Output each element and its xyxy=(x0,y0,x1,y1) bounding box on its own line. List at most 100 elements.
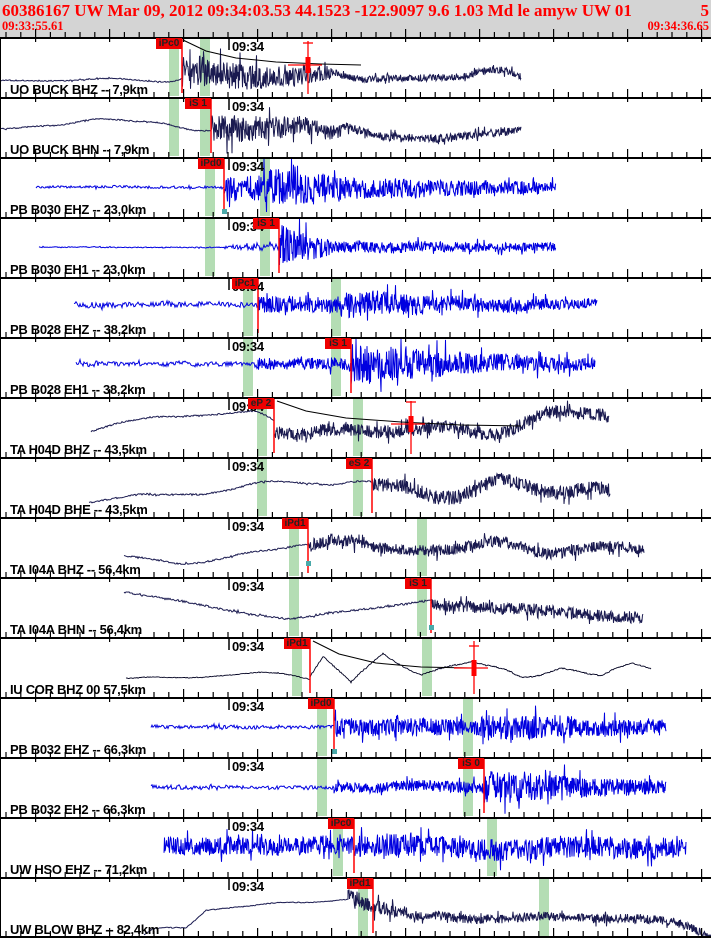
station-channel-label: TA H04D BHE -- 43,5km xyxy=(10,502,148,517)
trace-area[interactable]: 09:34 iPc0 UO BUCK BHZ -- 7,9km 09:34 iS 1 UO… xyxy=(0,29,711,938)
s-arrival-band xyxy=(539,879,549,936)
coda-decay-curve xyxy=(312,640,472,669)
trace-row-13[interactable]: 09:34 iS 0 PB B032 EH2 -- 66,3km xyxy=(1,749,711,817)
phase-pick-flag[interactable]: iPd0 xyxy=(308,698,334,709)
p-arrival-band xyxy=(169,99,179,156)
s-arrival-band xyxy=(417,579,427,636)
p-arrival-band xyxy=(257,459,267,516)
s-arrival-band xyxy=(200,99,210,156)
coda-decay-curve xyxy=(182,39,362,66)
trace-row-2[interactable]: 09:34 iS 1 UO BUCK BHN -- 7,9km xyxy=(0,89,711,157)
minute-label: 09:34 xyxy=(232,699,264,714)
trace-row-5[interactable]: 09:34iPc1PB B028 EHZ -- 38,2km xyxy=(1,269,711,337)
event-title-line: 60386167 UW Mar 09, 2012 09:34:03.53 44.… xyxy=(2,1,709,21)
minute-label: 09:34 xyxy=(232,579,264,594)
seismogram-trace xyxy=(88,472,611,505)
station-channel-label: PB B032 EH2 -- 66,3km xyxy=(10,802,146,817)
bottom-ruler xyxy=(1,928,711,938)
phase-pick-flag[interactable]: iPc0 xyxy=(156,38,182,49)
seismogram-trace xyxy=(38,218,557,266)
phase-pick-flag[interactable]: iS 1 xyxy=(325,338,351,349)
waveform-plot[interactable] xyxy=(1,569,711,637)
phase-pick-flag[interactable]: iS 1 xyxy=(185,98,211,109)
trace-row-8[interactable]: 09:34 eS 2 TA H04D BHE -- 43,5km xyxy=(1,449,711,517)
trace-row-3[interactable]: 09:34 iPd0 PB B030 EHZ -- 23,0km xyxy=(1,149,711,217)
trace-row-9[interactable]: 09:34 iPd1 TA I04A BHZ -- 56,4km xyxy=(1,509,711,577)
minute-label: 09:34 xyxy=(232,819,264,834)
p-arrival-band xyxy=(358,879,368,936)
seismogram-trace xyxy=(0,107,522,154)
waveform-plot[interactable] xyxy=(1,389,711,457)
phase-pick-flag[interactable]: iPc0 xyxy=(328,818,354,829)
seismogram-trace xyxy=(150,764,667,814)
waveform-plot[interactable] xyxy=(1,809,711,877)
trace-row-1[interactable]: 09:34 iPc0 UO BUCK BHZ -- 7,9km xyxy=(0,29,711,97)
phase-pick-flag[interactable]: iS 0 xyxy=(458,758,484,769)
phase-pick-flag[interactable]: eS 2 xyxy=(346,458,372,469)
station-channel-label: UO BUCK BHZ -- 7,9km xyxy=(10,82,148,97)
trace-row-7[interactable]: 09:34eP 2TA H04D BHZ -- 43,5km xyxy=(1,389,711,457)
minute-label: 09:34 xyxy=(232,459,264,474)
waveform-plot[interactable] xyxy=(1,149,711,217)
waveform-plot[interactable] xyxy=(1,509,711,577)
phase-pick-flag[interactable]: iPd1 xyxy=(282,518,308,529)
waveform-plot[interactable] xyxy=(0,89,711,157)
seismogram-trace xyxy=(125,652,652,684)
event-header: 60386167 UW Mar 09, 2012 09:34:03.53 44.… xyxy=(0,0,711,37)
minute-label: 09:34 xyxy=(232,99,264,114)
p-arrival-band xyxy=(205,219,215,276)
window-time-line: 09:33:55.61 09:34:36.65 xyxy=(2,19,709,34)
seismogram-trace xyxy=(90,400,610,444)
s-arrival-band xyxy=(353,459,363,516)
seismogram-trace xyxy=(35,158,557,213)
trace-row-4[interactable]: 09:34 iS 1 PB B030 EH1 -- 23,0km xyxy=(1,209,711,277)
waveform-plot[interactable] xyxy=(1,689,711,757)
p-arrival-band xyxy=(257,399,267,456)
seismogram-trace xyxy=(0,48,522,90)
seismogram-trace xyxy=(75,338,596,392)
waveform-plot[interactable] xyxy=(1,629,711,697)
minute-label: 09:34 xyxy=(232,39,264,54)
phase-pick-flag[interactable]: iPd1 xyxy=(347,878,373,889)
waveform-plot[interactable] xyxy=(1,269,711,337)
station-channel-label: PB B030 EH1 -- 23,0km xyxy=(10,262,146,277)
amplitude-cross-marker[interactable] xyxy=(454,641,488,694)
coda-decay-curve xyxy=(276,400,522,427)
station-channel-label: TA I04A BHN -- 56,4km xyxy=(10,622,142,637)
waveform-plot[interactable] xyxy=(1,749,711,817)
waveform-plot[interactable] xyxy=(1,209,711,277)
station-channel-label: PB B032 EHZ -- 66,3km xyxy=(10,742,147,757)
minute-label: 09:34 xyxy=(232,759,264,774)
waveform-plot[interactable] xyxy=(1,329,711,397)
seismogram-trace xyxy=(123,533,645,565)
trace-row-10[interactable]: 09:34 iS 1 TA I04A BHN -- 56,4km xyxy=(1,569,711,637)
seismogram-trace xyxy=(143,889,711,936)
trace-row-14[interactable]: 09:34 iPc0 UW HSO EHZ -- 71,2km xyxy=(1,809,711,877)
phase-pick-flag[interactable]: iS 1 xyxy=(253,218,279,229)
s-arrival-band xyxy=(463,699,473,756)
waveform-plot[interactable] xyxy=(0,29,711,97)
event-corner-count: 5 xyxy=(700,1,710,20)
trace-row-15[interactable]: 09:34 iPd1 UW BLOW BHZ -- 82,4km xyxy=(1,869,711,937)
phase-pick-flag[interactable]: eP 2 xyxy=(248,398,274,409)
phase-pick-flag[interactable]: iPd0 xyxy=(198,158,224,169)
phase-pick-flag[interactable]: iPd1 xyxy=(284,638,310,649)
window-start-time: 09:33:55.61 xyxy=(2,19,64,33)
amplitude-cross-marker[interactable] xyxy=(391,401,425,454)
station-channel-label: PB B028 EH1 -- 38,2km xyxy=(10,382,146,397)
p-arrival-band xyxy=(289,519,299,576)
window-end-time: 09:34:36.65 xyxy=(647,19,709,33)
seismogram-trace xyxy=(163,827,687,871)
s-arrival-band xyxy=(331,339,341,396)
seismogram-trace xyxy=(123,591,644,625)
phase-pick-flag[interactable]: iPc1 xyxy=(232,278,258,289)
minute-label: 09:34 xyxy=(232,639,264,654)
trace-row-6[interactable]: 09:34 iS 1 PB B028 EH1 -- 38,2km xyxy=(1,329,711,397)
trace-row-11[interactable]: 09:34 iPd1 IU COR BHZ 00 57,5km xyxy=(1,629,711,697)
station-channel-label: UW HSO EHZ -- 71,2km xyxy=(10,862,148,877)
phase-pick-flag[interactable]: iS 1 xyxy=(405,578,431,589)
amplitude-cross-marker[interactable] xyxy=(288,41,322,94)
pick-uncertainty-mark xyxy=(306,561,311,566)
trace-row-12[interactable]: 09:34 iPd0 PB B032 EHZ -- 66,3km xyxy=(1,689,711,757)
